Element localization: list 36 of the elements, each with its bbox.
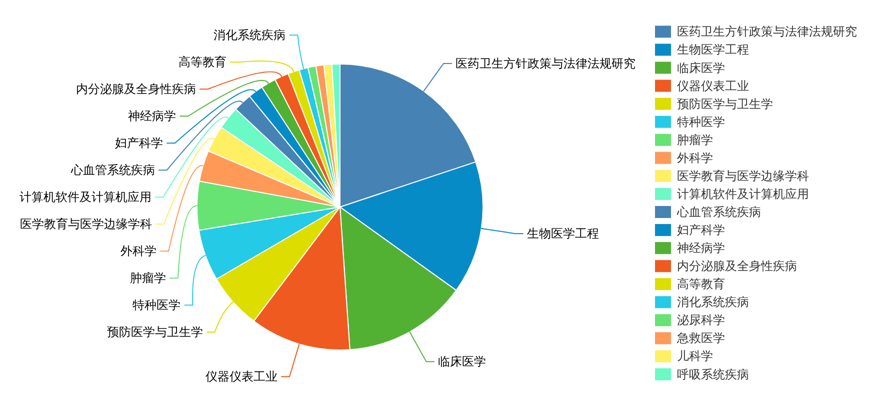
slice-label: 内分泌腺及全身性疾病 bbox=[76, 82, 196, 96]
slice-label: 计算机软件及计算机应用 bbox=[19, 190, 152, 204]
legend-label: 泌尿科学 bbox=[677, 313, 725, 328]
slice-label: 外科学 bbox=[120, 244, 157, 258]
legend-label: 内分泌腺及全身性疾病 bbox=[677, 259, 797, 274]
slice-label: 妇产科学 bbox=[114, 136, 163, 150]
legend-label: 神经病学 bbox=[677, 241, 725, 256]
legend-label: 外科学 bbox=[677, 150, 713, 165]
slice-label: 预防医学与卫生学 bbox=[106, 325, 203, 340]
legend-label: 计算机软件及计算机应用 bbox=[677, 186, 809, 201]
slice-label: 仪器仪表工业 bbox=[206, 370, 278, 384]
slice-label: 特种医学 bbox=[132, 298, 181, 312]
slice-label: 肿瘤学 bbox=[130, 271, 166, 286]
slice-label: 临床医学 bbox=[438, 354, 486, 369]
legend-label: 医学教育与医学边缘学科 bbox=[677, 168, 809, 183]
legend-label: 特种医学 bbox=[677, 114, 725, 129]
legend-label: 儿科学 bbox=[677, 349, 713, 364]
legend-label: 医药卫生方针政策与法律法规研究 bbox=[677, 24, 857, 39]
legend-label: 临床医学 bbox=[677, 60, 725, 75]
slice-label: 消化系统疾病 bbox=[214, 28, 286, 42]
legend-label: 心血管系统疾病 bbox=[676, 205, 761, 219]
slice-label: 医药卫生方针政策与法律法规研究 bbox=[456, 56, 636, 70]
slice-label: 生物医学工程 bbox=[526, 226, 599, 241]
legend-label: 妇产科学 bbox=[677, 223, 725, 238]
slice-label: 神经病学 bbox=[128, 109, 176, 124]
legend-label: 仪器仪表工业 bbox=[677, 78, 749, 93]
legend-label: 生物医学工程 bbox=[677, 42, 749, 57]
legend-label: 消化系统疾病 bbox=[677, 295, 749, 310]
legend-label: 急救医学 bbox=[676, 331, 725, 346]
legend-label: 肿瘤学 bbox=[677, 132, 713, 147]
legend-label: 呼吸系统疾病 bbox=[677, 367, 749, 382]
slice-label: 心血管系统疾病 bbox=[70, 163, 155, 178]
legend-label: 预防医学与卫生学 bbox=[677, 96, 773, 111]
slice-label: 医学教育与医学边缘学科 bbox=[20, 217, 152, 232]
slice-label: 高等教育 bbox=[178, 55, 226, 70]
legend-label: 高等教育 bbox=[677, 277, 725, 292]
